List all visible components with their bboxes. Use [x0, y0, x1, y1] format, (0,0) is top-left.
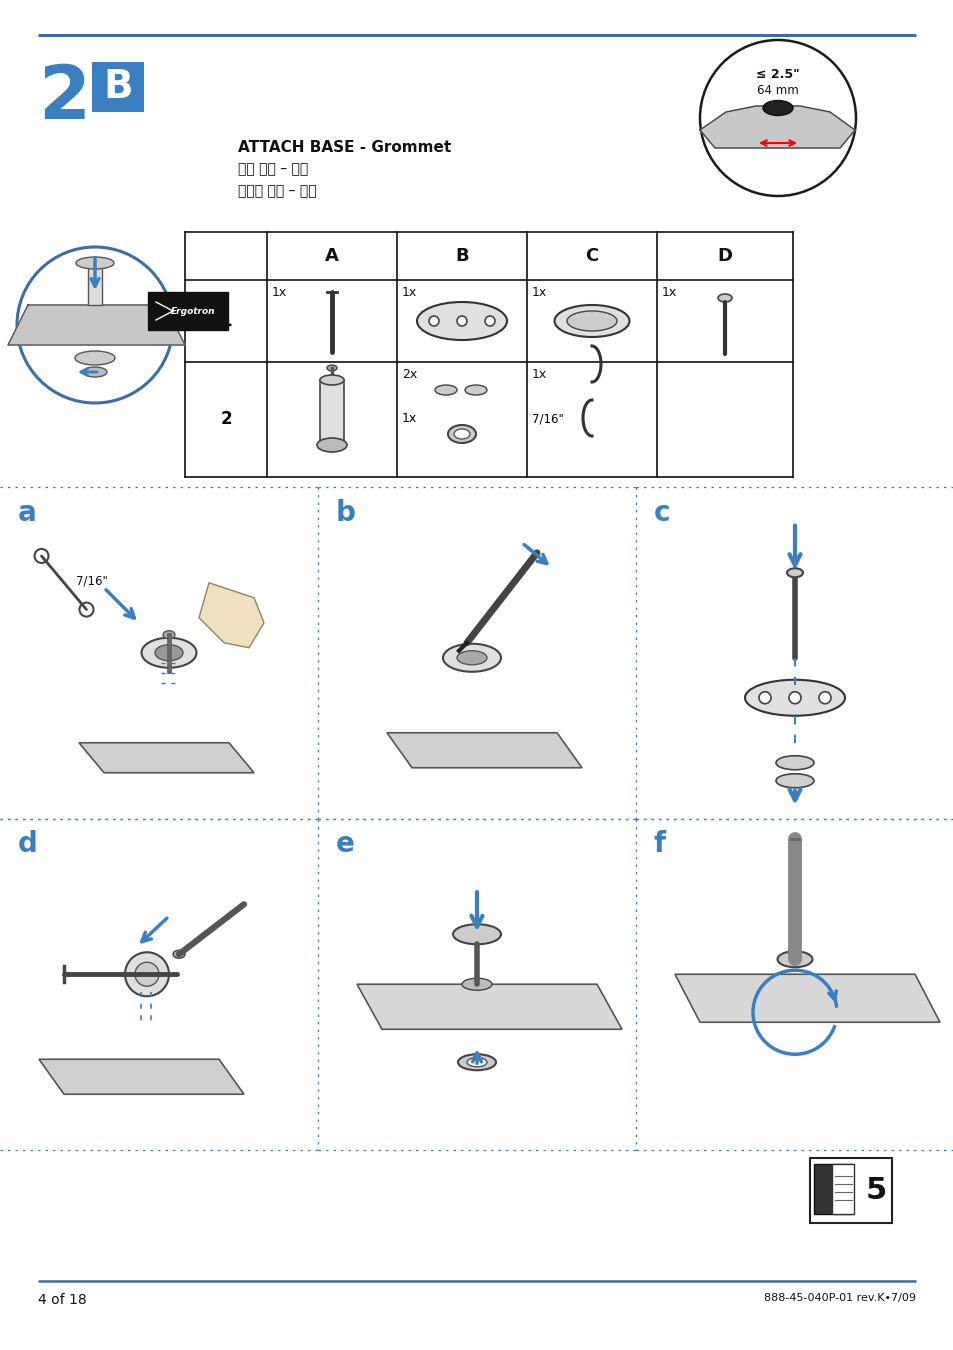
Ellipse shape: [141, 637, 196, 668]
Ellipse shape: [172, 950, 185, 958]
Polygon shape: [675, 975, 939, 1022]
Ellipse shape: [744, 680, 844, 716]
Ellipse shape: [775, 774, 813, 788]
Ellipse shape: [775, 756, 813, 770]
Text: ATTACH BASE - Grommet: ATTACH BASE - Grommet: [237, 140, 451, 155]
Text: 1x: 1x: [401, 286, 416, 298]
Text: 2x: 2x: [401, 369, 416, 381]
Ellipse shape: [163, 630, 174, 639]
Text: 2: 2: [220, 410, 232, 428]
Polygon shape: [199, 583, 264, 648]
Text: b: b: [335, 500, 355, 526]
Ellipse shape: [461, 979, 492, 991]
Ellipse shape: [154, 645, 183, 660]
Ellipse shape: [442, 644, 500, 672]
Ellipse shape: [777, 952, 812, 967]
Circle shape: [818, 691, 830, 703]
Text: 1x: 1x: [532, 369, 547, 381]
Text: c: c: [654, 500, 670, 526]
Text: 4 of 18: 4 of 18: [38, 1293, 87, 1307]
Text: f: f: [654, 830, 665, 859]
Polygon shape: [39, 1060, 244, 1095]
Text: 5: 5: [864, 1176, 885, 1206]
Text: 1x: 1x: [661, 286, 677, 298]
Ellipse shape: [435, 385, 456, 396]
Text: 7/16": 7/16": [532, 412, 563, 425]
Circle shape: [759, 691, 770, 703]
Text: A: A: [325, 247, 338, 265]
Bar: [148, 292, 228, 329]
Bar: [91, 62, 144, 112]
Circle shape: [135, 963, 159, 987]
Text: 64 mm: 64 mm: [757, 84, 798, 97]
Ellipse shape: [83, 367, 107, 377]
Text: Ergotron: Ergotron: [171, 306, 215, 316]
Polygon shape: [356, 984, 621, 1029]
Text: 2: 2: [38, 62, 90, 135]
Ellipse shape: [457, 1054, 496, 1071]
Text: 1x: 1x: [532, 286, 547, 298]
Ellipse shape: [453, 925, 500, 944]
Text: 받침대 부쉽 – 고리: 받침대 부쉽 – 고리: [237, 184, 316, 198]
Circle shape: [125, 952, 169, 996]
Ellipse shape: [76, 256, 113, 269]
Circle shape: [484, 316, 495, 325]
Circle shape: [79, 602, 93, 617]
Ellipse shape: [454, 429, 470, 439]
Ellipse shape: [416, 302, 506, 340]
Bar: [831, 1164, 853, 1214]
Text: 1x: 1x: [401, 412, 416, 425]
Ellipse shape: [327, 364, 336, 371]
Ellipse shape: [448, 425, 476, 443]
Bar: [813, 1164, 851, 1214]
Circle shape: [17, 247, 172, 404]
Text: d: d: [18, 830, 38, 859]
Circle shape: [456, 316, 467, 325]
Text: B: B: [103, 68, 132, 107]
Ellipse shape: [319, 375, 344, 385]
Text: 1: 1: [220, 312, 232, 329]
Ellipse shape: [75, 351, 115, 364]
Ellipse shape: [467, 1058, 486, 1066]
Ellipse shape: [464, 385, 486, 396]
Ellipse shape: [316, 437, 347, 452]
Bar: [88, 263, 102, 305]
Text: 7/16": 7/16": [76, 575, 108, 587]
Text: 1x: 1x: [272, 286, 287, 298]
Circle shape: [429, 316, 438, 325]
Polygon shape: [700, 107, 854, 148]
Text: a: a: [18, 500, 37, 526]
Polygon shape: [79, 743, 253, 772]
Text: 安装 底座 – 孔锨: 安装 底座 – 孔锨: [237, 162, 308, 176]
Ellipse shape: [762, 100, 792, 116]
Bar: [809, 1158, 891, 1223]
Polygon shape: [387, 733, 581, 768]
Text: ≤ 2.5": ≤ 2.5": [756, 68, 799, 81]
Circle shape: [34, 549, 49, 563]
Ellipse shape: [566, 310, 617, 331]
Ellipse shape: [786, 568, 802, 578]
Bar: [319, 379, 344, 446]
Ellipse shape: [718, 294, 731, 302]
Circle shape: [788, 691, 801, 703]
Circle shape: [700, 40, 855, 196]
Text: B: B: [455, 247, 468, 265]
Text: C: C: [585, 247, 598, 265]
Polygon shape: [8, 305, 185, 346]
Text: e: e: [335, 830, 355, 859]
Text: D: D: [717, 247, 732, 265]
Ellipse shape: [456, 651, 486, 664]
Text: 888-45-040P-01 rev.K•7/09: 888-45-040P-01 rev.K•7/09: [763, 1293, 915, 1303]
Ellipse shape: [554, 305, 629, 338]
